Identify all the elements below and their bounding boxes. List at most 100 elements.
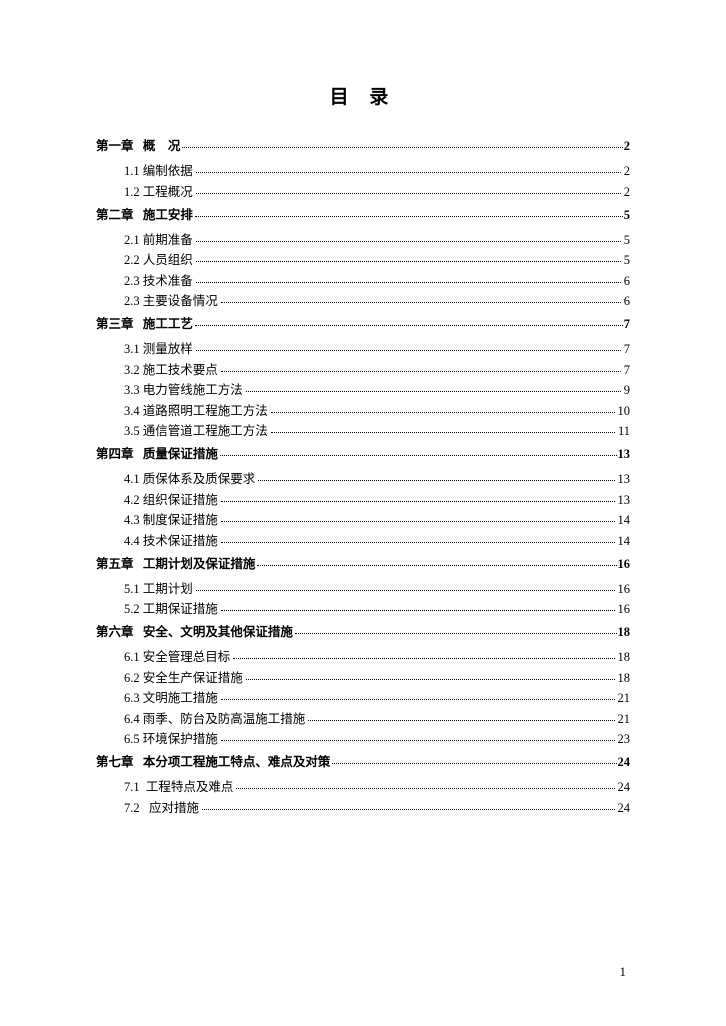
toc-sub-label: 7.2 应对措施 [124,797,199,816]
toc-sub-page: 6 [624,274,630,289]
toc-sub-label: 2.2 人员组织 [124,249,193,268]
toc-leader [196,590,615,591]
toc-sub-row: 2.1 前期准备5 [96,229,630,248]
toc-chapter-row: 第一章 概 况 2 [96,135,630,154]
toc-chapter-page: 7 [624,317,630,332]
toc-chapter-page: 16 [618,557,631,572]
toc-sub-label: 2.1 前期准备 [124,229,193,248]
toc-sub-row: 7.1 工程特点及难点24 [96,776,630,795]
toc-chapter-label: 第七章 本分项工程施工特点、难点及对策 [96,751,330,770]
toc-sub-block: 2.1 前期准备52.2 人员组织 5 2.3 技术准备 6 2.3 主要设备情况 6 [96,229,630,310]
toc-chapter-row: 第五章 工期计划及保证措施16 [96,553,630,572]
toc-sub-label: 5.2 工期保证措施 [124,598,218,617]
toc-sub-page: 21 [618,691,631,706]
toc-sub-label: 5.1 工期计划 [124,578,193,597]
toc-sub-row: 5.2 工期保证措施 16 [96,598,630,617]
toc-sub-row: 6.3 文明施工措施21 [96,687,630,706]
toc-sub-label: 4.4 技术保证措施 [124,530,218,549]
toc-sub-page: 21 [618,712,631,727]
toc-chapter-row: 第四章 质量保证措施13 [96,443,630,462]
toc-sub-page: 9 [624,383,630,398]
toc-leader [182,147,622,148]
toc-leader [196,261,621,262]
toc-leader [195,216,623,217]
toc-sub-row: 2.3 技术准备 6 [96,270,630,289]
toc-chapter-row: 第六章 安全、文明及其他保证措施18 [96,621,630,640]
toc-sub-block: 5.1 工期计划165.2 工期保证措施 16 [96,578,630,618]
toc-sub-page: 23 [618,732,631,747]
toc-leader [308,720,614,721]
toc-leader [246,391,621,392]
toc-leader [196,241,621,242]
toc-leader [221,542,615,543]
toc-chapter-page: 13 [618,447,631,462]
toc-leader [221,610,615,611]
toc-sub-page: 6 [624,294,630,309]
toc-leader [257,565,616,566]
toc-sub-page: 14 [618,534,631,549]
toc-sub-row: 1.1 编制依据 2 [96,160,630,179]
toc-sub-page: 18 [618,650,631,665]
toc-sub-label: 7.1 工程特点及难点 [124,776,233,795]
toc-sub-page: 2 [624,164,630,179]
toc-leader [221,302,621,303]
toc-sub-page: 10 [618,404,631,419]
toc-sub-row: 6.2 安全生产保证措施18 [96,667,630,686]
toc-sub-row: 4.3 制度保证措施 14 [96,509,630,528]
toc-chapter-page: 2 [624,139,630,154]
toc-chapter-page: 24 [618,755,631,770]
toc-sub-row: 6.5 环境保护措施 23 [96,728,630,747]
toc-leader [196,282,621,283]
toc-sub-row: 1.2 工程概况2 [96,181,630,200]
toc-leader [258,480,614,481]
toc-sub-block: 1.1 编制依据 2 1.2 工程概况2 [96,160,630,200]
toc-sub-row: 5.1 工期计划16 [96,578,630,597]
toc-sub-block: 6.1 安全管理总目标18 6.2 安全生产保证措施186.3 文明施工措施21 6… [96,646,630,747]
toc-sub-page: 13 [618,493,631,508]
toc-chapter-label: 第六章 安全、文明及其他保证措施 [96,621,293,640]
toc-leader [332,763,616,764]
toc-leader [246,679,615,680]
toc-sub-block: 3.1 测量放样73.2 施工技术要点73.3 电力管线施工方法93.4 道路照… [96,338,630,439]
toc-sub-label: 2.3 主要设备情况 [124,290,218,309]
toc-chapter-row: 第二章 施工安排5 [96,204,630,223]
toc-sub-label: 2.3 技术准备 [124,270,193,289]
toc-sub-label: 3.5 通信管道工程施工方法 [124,420,268,439]
toc-leader [221,699,615,700]
toc-leader [196,350,621,351]
table-of-contents: 第一章 概 况 2 1.1 编制依据 2 1.2 工程概况2 第二章 施工安排5 2.1 前… [96,135,630,816]
toc-sub-label: 3.1 测量放样 [124,338,193,357]
toc-sub-label: 4.3 制度保证措施 [124,509,218,528]
toc-chapter-label: 第一章 概 况 [96,135,180,154]
toc-chapter-row: 第七章 本分项工程施工特点、难点及对策 24 [96,751,630,770]
toc-sub-page: 5 [624,253,630,268]
toc-sub-label: 6.4 雨季、防台及防高温施工措施 [124,708,305,727]
toc-leader [236,788,614,789]
toc-sub-row: 3.2 施工技术要点7 [96,359,630,378]
toc-sub-label: 3.3 电力管线施工方法 [124,379,243,398]
toc-leader [196,172,621,173]
toc-sub-page: 14 [618,513,631,528]
toc-sub-label: 4.1 质保体系及质保要求 [124,468,255,487]
toc-sub-block: 7.1 工程特点及难点24 7.2 应对措施 24 [96,776,630,816]
toc-sub-label: 1.1 编制依据 [124,160,193,179]
toc-sub-row: 3.3 电力管线施工方法 9 [96,379,630,398]
toc-sub-page: 16 [618,602,631,617]
toc-sub-row: 2.2 人员组织 5 [96,249,630,268]
toc-leader [271,412,615,413]
toc-leader [271,432,615,433]
page-title: 目 录 [96,82,630,109]
toc-chapter-page: 5 [624,208,630,223]
toc-leader [295,633,617,634]
toc-sub-label: 6.5 环境保护措施 [124,728,218,747]
toc-sub-page: 11 [618,424,630,439]
toc-sub-page: 24 [618,801,631,816]
toc-sub-row: 2.3 主要设备情况 6 [96,290,630,309]
toc-leader [221,501,615,502]
toc-sub-label: 3.2 施工技术要点 [124,359,218,378]
toc-sub-row: 4.4 技术保证措施 14 [96,530,630,549]
toc-sub-row: 4.2 组织保证措施13 [96,489,630,508]
toc-leader [195,325,623,326]
toc-sub-row: 6.1 安全管理总目标18 [96,646,630,665]
toc-sub-row: 7.2 应对措施 24 [96,797,630,816]
